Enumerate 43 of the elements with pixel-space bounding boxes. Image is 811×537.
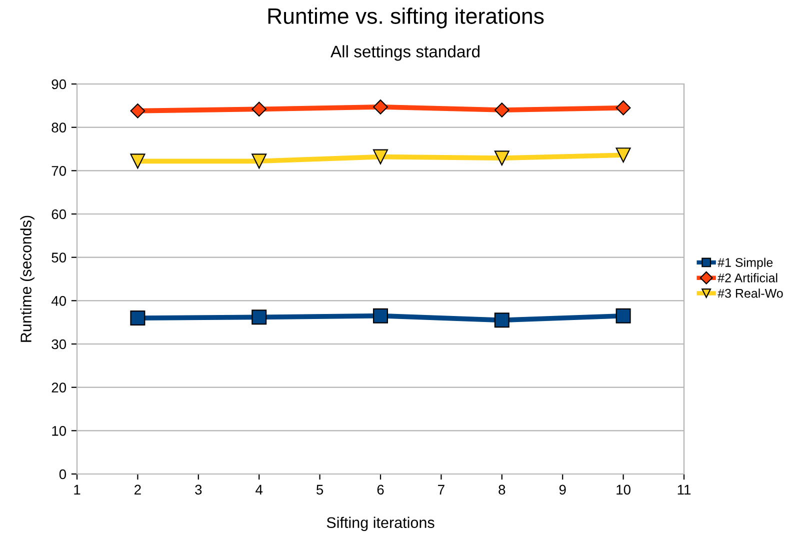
point — [494, 312, 510, 328]
y-tick-label: 40 — [51, 296, 66, 306]
point — [616, 148, 631, 163]
point — [373, 149, 388, 164]
x-tick-label: 3 — [195, 484, 202, 495]
y-tick-label: 30 — [52, 339, 66, 350]
legend-label: #3 Real-Wo — [718, 288, 783, 298]
point — [130, 310, 146, 326]
point — [494, 102, 510, 118]
legend-label: #2 Artificial — [718, 273, 778, 282]
x-tick-label: 6 — [377, 484, 384, 495]
y-tick-label: 10 — [52, 426, 66, 436]
point — [252, 154, 267, 169]
y-tick-label: 80 — [52, 122, 66, 133]
point — [373, 308, 388, 324]
point — [373, 100, 388, 114]
x-tick-label: 5 — [316, 484, 324, 495]
point — [130, 103, 146, 118]
point — [616, 308, 631, 324]
point — [252, 310, 267, 325]
y-tick-label: 0 — [59, 469, 66, 480]
x-axis-title: Sifting iterations — [326, 516, 434, 532]
x-tick-label: 8 — [498, 484, 506, 495]
legend-label: #1 Simple — [718, 258, 773, 270]
point — [252, 102, 267, 117]
x-tick-label: 1 — [74, 484, 80, 494]
x-tick-label: 11 — [678, 484, 691, 494]
x-tick-label: 2 — [134, 484, 141, 494]
x-tick-label: 10 — [616, 484, 630, 495]
y-tick-label: 90 — [52, 79, 66, 90]
chart-title: Runtime vs. sifting iterations — [268, 8, 544, 28]
y-tick-label: 70 — [52, 166, 66, 176]
y-tick-label: 20 — [52, 382, 66, 393]
point — [494, 150, 510, 166]
point — [616, 100, 631, 116]
x-tick-label: 9 — [559, 484, 566, 495]
point — [130, 154, 146, 169]
y-tick-label: 50 — [52, 252, 66, 263]
chart-subtitle: All settings standard — [330, 45, 480, 61]
x-tick-label: 4 — [256, 484, 263, 494]
x-tick-label: 7 — [438, 484, 444, 494]
y-tick-label: 60 — [52, 209, 66, 220]
y-axis-title: Runtime (seconds) — [20, 216, 34, 342]
